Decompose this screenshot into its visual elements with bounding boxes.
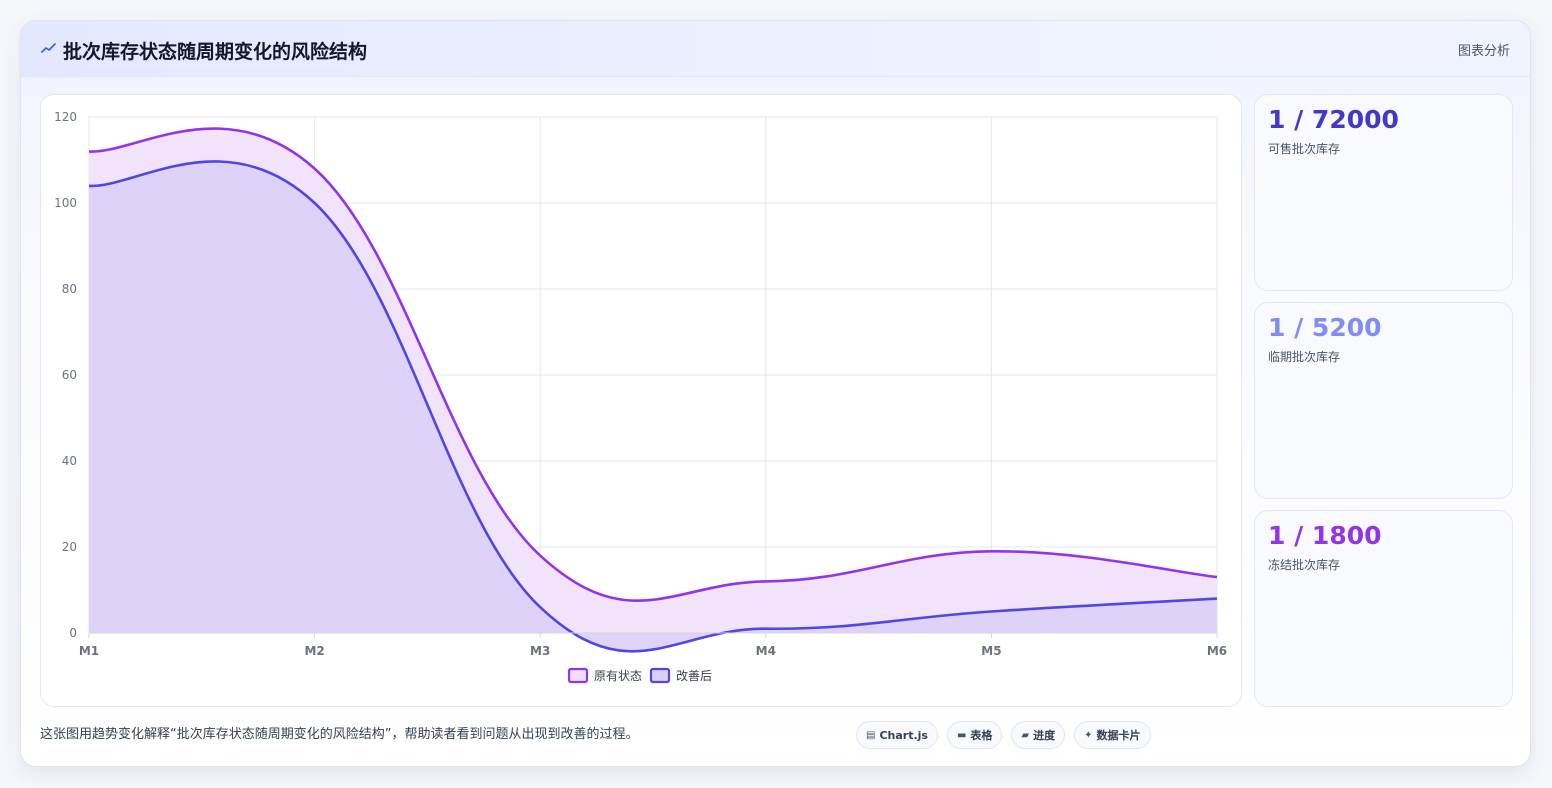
kpi-label: 冻结批次库存 [1268,558,1341,572]
kpi-card-frozen: 1 / 1800 冻结批次库存 [1254,510,1513,707]
kpi-value: 1 / 1800 [1268,521,1382,550]
y-tick-label: 60 [62,368,77,382]
area-chart: 0 20 40 60 80 100 120 M1 M2 M3 M4 M5 M6 原有状态 改善后 [54,110,1227,684]
chip-progress[interactable]: ▰ 进度 [1011,721,1066,749]
chip-data-card[interactable]: ✦ 数据卡片 [1074,721,1151,749]
legend-label: 改善后 [676,668,712,683]
chip-table[interactable]: ▬ 表格 [946,721,1003,749]
chip-label: 表格 [970,729,993,742]
x-tick-label: M2 [304,644,324,658]
chart-description: 这张图用趋势变化解释“批次库存状态随周期变化的风险结构”，帮助读者看到问题从出现… [40,727,639,742]
x-tick-label: M3 [530,644,550,658]
kpi-value: 1 / 5200 [1268,313,1382,342]
x-tick-label: M6 [1207,644,1227,658]
series-line-0 [88,127,1218,602]
legend-swatch [649,667,671,684]
series-line-1 [88,160,1218,653]
x-tick-label: M5 [981,644,1001,658]
line-chart-icon [41,43,56,53]
tech-chips: ▤ Chart.js ▬ 表格 ▰ 进度 ✦ 数据卡片 [856,721,1151,749]
kpi-label: 临期批次库存 [1268,350,1341,364]
progress-icon: ▰ [1021,729,1030,741]
y-tick-label: 80 [62,282,77,296]
chip-label: 进度 [1033,729,1056,742]
chart-legend: 原有状态 改善后 [567,667,712,684]
table-icon: ▬ [956,729,967,741]
legend-label: 原有状态 [594,669,642,683]
page-title: 批次库存状态随周期变化的风险结构 [63,41,368,63]
kpi-card-near-expiry: 1 / 5200 临期批次库存 [1254,302,1513,499]
legend-swatch [567,667,589,684]
y-tick-label: 0 [69,626,77,640]
chart-icon: ▤ [866,729,876,741]
y-tick-label: 20 [62,540,77,554]
x-tick-label: M1 [79,644,99,658]
chart-panel: 0 20 40 60 80 100 120 M1 M2 M3 M4 M5 M6 原有状态 改善后 [40,94,1242,707]
chart-card: 批次库存状态随周期变化的风险结构 图表分析 0 20 40 60 80 100 120 M1 M… [20,20,1531,767]
x-tick-label: M4 [756,644,776,658]
sparkle-icon: ✦ [1084,729,1093,741]
y-tick-label: 100 [54,196,77,210]
chip-label: Chart.js [879,728,928,742]
chart-analysis-tag[interactable]: 图表分析 [1457,44,1510,59]
chip-chartjs[interactable]: ▤ Chart.js [856,721,938,749]
y-tick-label: 40 [62,454,77,468]
kpi-value: 1 / 72000 [1268,105,1399,134]
card-header: 批次库存状态随周期变化的风险结构 图表分析 [21,21,1530,77]
kpi-label: 可售批次库存 [1268,142,1341,156]
y-tick-label: 120 [54,110,77,124]
kpi-card-sellable: 1 / 72000 可售批次库存 [1254,94,1513,291]
chip-label: 数据卡片 [1096,729,1141,742]
